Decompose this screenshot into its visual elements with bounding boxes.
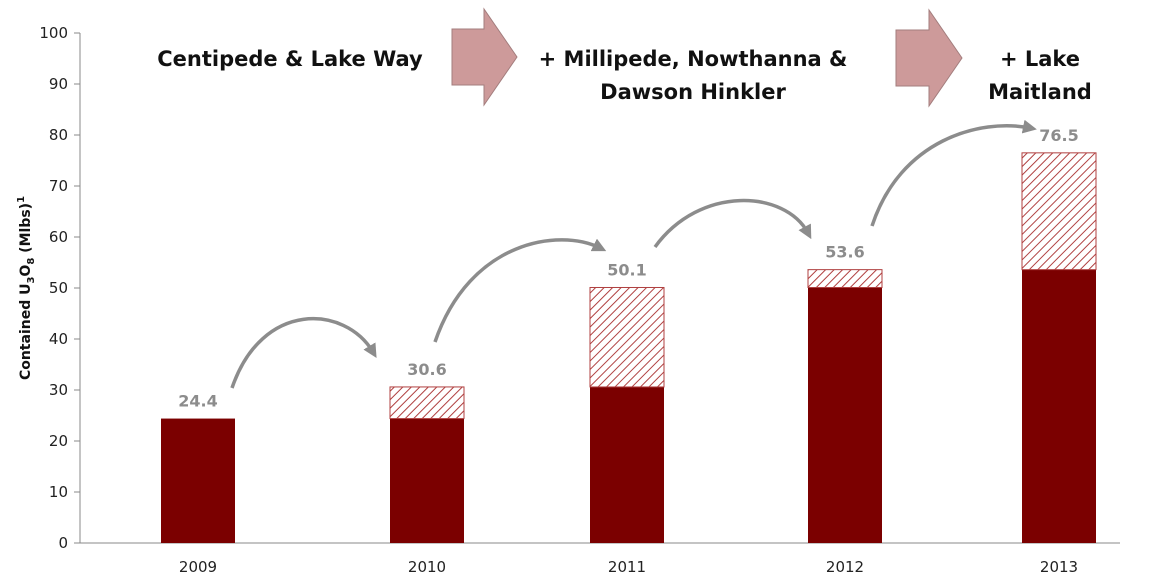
- progression-arrow: [870, 119, 1037, 227]
- y-axis-label-sub1: 3: [26, 277, 37, 284]
- phase-label-1: Centipede & Lake Way: [157, 47, 423, 71]
- bar-base-2012: [808, 287, 882, 543]
- x-ticks: 2009 2010 2011 2012 2013: [179, 558, 1078, 576]
- bar-addition-2013: [1021, 152, 1097, 271]
- y-tick-label: 40: [49, 330, 68, 348]
- data-label-2012: 53.6: [825, 243, 864, 262]
- data-label-2009: 24.4: [178, 392, 217, 411]
- y-axis-label-a: Contained U: [18, 284, 34, 381]
- phase-labels: Centipede & Lake Way + Millipede, Nowthan…: [157, 47, 1092, 104]
- y-tick-label: 100: [39, 24, 68, 42]
- phase-arrows: [451, 7, 963, 108]
- y-ticks: 0 10 20 30 40 50 60 70 80 90 100: [39, 24, 80, 552]
- progression-arrow: [433, 238, 607, 343]
- progression-arrow: [653, 198, 812, 249]
- y-tick-label: 60: [49, 228, 68, 246]
- x-tick-label: 2009: [179, 558, 217, 576]
- y-axis-label-sup: 1: [16, 196, 27, 203]
- bar-addition-2011: [589, 286, 665, 388]
- x-tick-label: 2010: [408, 558, 446, 576]
- bars: [161, 152, 1097, 543]
- x-tick-label: 2012: [826, 558, 864, 576]
- phase-label-3: + Lake: [1000, 47, 1080, 71]
- bar-base-2013: [1022, 269, 1096, 543]
- bar-base-2010: [390, 418, 464, 543]
- bar-addition-2010: [389, 386, 465, 420]
- data-label-2013: 76.5: [1039, 126, 1078, 145]
- bar-base-2009: [161, 418, 235, 543]
- bar-addition-2012: [807, 269, 883, 288]
- phase-label-2: + Millipede, Nowthanna &: [539, 47, 848, 71]
- y-tick-label: 10: [49, 483, 68, 501]
- curved-arrows: [230, 119, 1037, 389]
- x-tick-label: 2011: [608, 558, 646, 576]
- phase-arrow: [451, 7, 518, 107]
- x-tick-label: 2013: [1040, 558, 1078, 576]
- bar-base-2011: [590, 386, 664, 543]
- y-axis-label-c: (Mlbs): [18, 203, 34, 258]
- data-label-2010: 30.6: [407, 360, 446, 379]
- y-axis-label-b: O: [18, 265, 34, 277]
- phase-label-2: Dawson Hinkler: [600, 80, 786, 104]
- y-tick-label: 80: [49, 126, 68, 144]
- phase-arrow: [895, 8, 963, 108]
- y-tick-label: 70: [49, 177, 68, 195]
- data-labels: 24.4 30.6 50.1 53.6 76.5: [178, 126, 1078, 411]
- y-tick-label: 50: [49, 279, 68, 297]
- data-label-2011: 50.1: [607, 260, 646, 279]
- progression-arrow: [230, 316, 377, 389]
- y-tick-label: 30: [49, 381, 68, 399]
- y-axis-label-sub2: 8: [26, 258, 37, 265]
- y-tick-label: 0: [58, 534, 68, 552]
- phase-label-3: Maitland: [988, 80, 1092, 104]
- y-tick-label: 90: [49, 75, 68, 93]
- y-axis-label: Contained U3O8 (Mlbs)1: [16, 196, 37, 380]
- y-tick-label: 20: [49, 432, 68, 450]
